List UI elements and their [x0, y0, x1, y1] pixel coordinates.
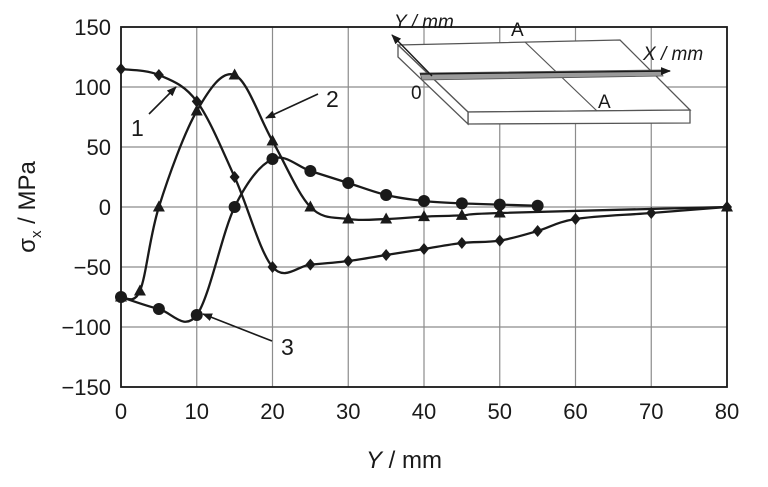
data-point-triangle	[190, 104, 203, 116]
data-point-circle	[266, 153, 279, 165]
y-tick-label: −150	[61, 375, 111, 400]
data-point-circle	[455, 197, 468, 210]
data-point-diamond	[532, 225, 543, 237]
series-3	[115, 153, 544, 323]
inset-y-axis-label: Y / mm	[394, 12, 454, 33]
data-point-circle	[190, 309, 203, 321]
x-tick-label: 70	[639, 399, 663, 424]
data-point-triangle	[152, 200, 165, 212]
inset-y-axis-arrow	[391, 34, 433, 77]
data-point-circle	[342, 177, 355, 189]
series-layer	[115, 63, 733, 323]
y-tick-label: 50	[87, 135, 111, 160]
callout-arrow-3	[202, 313, 273, 342]
data-point-diamond	[116, 63, 126, 75]
x-tick-label: 10	[185, 399, 209, 424]
callouts: 1 2 3	[131, 86, 339, 360]
data-point-diamond	[153, 69, 164, 81]
callout-label-1: 1	[131, 115, 144, 141]
y-tick-label: −100	[61, 315, 111, 340]
callout-arrow-2	[265, 93, 319, 119]
data-point-circle	[380, 189, 393, 201]
data-point-diamond	[343, 255, 354, 267]
data-point-diamond	[456, 237, 467, 249]
data-point-diamond	[267, 261, 278, 273]
data-point-triangle	[418, 210, 430, 222]
x-axis-label: Y / mm	[366, 447, 442, 474]
data-point-circle	[418, 195, 430, 207]
data-point-diamond	[381, 249, 392, 261]
y-tick-label: −50	[74, 255, 111, 280]
x-tick-label: 0	[115, 399, 127, 424]
data-point-triangle	[133, 284, 146, 296]
inset-plate-side	[397, 43, 469, 126]
data-point-circle	[531, 199, 544, 212]
data-point-triangle	[266, 134, 279, 146]
inset-section-label-top: A	[511, 20, 524, 41]
data-point-triangle	[228, 68, 241, 80]
callout-label-2: 2	[326, 86, 339, 112]
inset-section-label-bottom: A	[598, 92, 611, 113]
data-point-triangle	[380, 212, 393, 224]
data-point-diamond	[229, 171, 240, 183]
y-tick-label: 100	[74, 75, 111, 100]
axis-labels: Y / mm σx / MPa	[14, 161, 442, 474]
data-point-diamond	[191, 95, 202, 108]
data-point-diamond	[419, 243, 429, 255]
data-point-circle	[304, 165, 317, 177]
x-tick-label: 80	[715, 399, 739, 424]
x-tick-label: 20	[260, 399, 284, 424]
data-point-triangle	[721, 200, 733, 212]
data-point-diamond	[570, 213, 581, 225]
x-tick-label: 30	[336, 399, 360, 424]
data-point-triangle	[455, 208, 468, 220]
specimen-inset: Y / mm X / mm 0 A A	[391, 12, 703, 126]
inset-x-axis-arrow	[419, 67, 671, 76]
y-tick-label: 150	[74, 15, 111, 40]
x-tick-label: 40	[412, 399, 436, 424]
x-tick-label: 60	[563, 399, 587, 424]
y-axis-label: σx / MPa	[14, 161, 45, 253]
data-point-diamond	[305, 258, 316, 271]
data-point-circle	[228, 201, 241, 213]
data-point-circle	[115, 291, 127, 303]
series-1	[116, 63, 732, 275]
callout-arrow-1	[148, 86, 177, 115]
data-point-circle	[493, 198, 506, 211]
inset-x-axis-label: X / mm	[642, 44, 703, 65]
callout-label-3: 3	[281, 334, 294, 360]
x-tick-label: 50	[488, 399, 512, 424]
data-point-triangle	[304, 200, 317, 212]
data-point-circle	[152, 303, 165, 315]
inset-origin-label: 0	[411, 83, 422, 104]
series-2	[115, 68, 733, 302]
data-point-triangle	[342, 212, 355, 224]
data-point-diamond	[494, 234, 505, 247]
inset-plate-front	[467, 109, 691, 125]
data-point-triangle	[493, 206, 506, 218]
y-tick-label: 0	[99, 195, 111, 220]
series-line-3	[120, 156, 538, 323]
